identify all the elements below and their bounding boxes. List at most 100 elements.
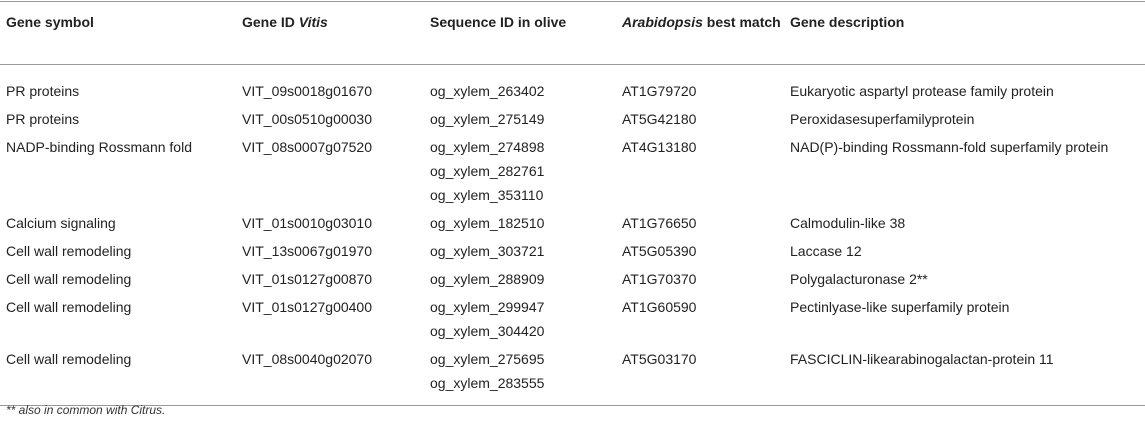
gene-description: Polygalacturonase 2**	[790, 271, 928, 287]
gene-description: NAD(P)-binding Rossmann-fold superfamily…	[790, 139, 1109, 155]
header-text: Gene symbol	[6, 14, 94, 30]
header-text: Vitis	[298, 14, 328, 30]
cell: og_xylem_182510	[430, 209, 622, 237]
gene-description: FASCICLIN-likearabinogalactan-protein 11	[790, 351, 1054, 367]
table-row: Cell wall remodeling VIT_01s0127g00870 og_…	[0, 265, 1145, 293]
cell: AT5G42180	[622, 105, 790, 133]
table-row: Cell wall remodeling VIT_08s0040g02070 og_…	[0, 345, 1145, 406]
best-match: AT4G13180	[622, 139, 697, 155]
gene-id: VIT_00s0510g00030	[242, 111, 372, 127]
cell: FASCICLIN-likearabinogalactan-protein 11	[790, 345, 1145, 406]
cell: AT5G03170	[622, 345, 790, 406]
cell: AT1G79720	[622, 65, 790, 106]
sequence-id: og_xylem_288909	[430, 271, 545, 287]
cell: AT5G05390	[622, 237, 790, 265]
cell: VIT_00s0510g00030	[242, 105, 430, 133]
cell: Laccase 12	[790, 237, 1145, 265]
header-text: Gene description	[790, 14, 905, 30]
cell: Eukaryotic aspartyl protease family prot…	[790, 65, 1145, 106]
cell: og_xylem_288909	[430, 265, 622, 293]
cell: AT1G60590	[622, 293, 790, 345]
footnote-text: ** also in common with	[6, 403, 131, 417]
cell: Calcium signaling	[0, 209, 242, 237]
header-text: Gene ID	[242, 14, 299, 30]
gene-symbol: PR proteins	[6, 83, 80, 99]
gene-id: VIT_01s0127g00400	[242, 299, 372, 315]
cell: og_xylem_299947 og_xylem_304420	[430, 293, 622, 345]
gene-description: Eukaryotic aspartyl protease family prot…	[790, 83, 1054, 99]
header-cell: Gene description	[790, 2, 1145, 65]
header-text: Arabidopsis	[622, 14, 703, 30]
header-text: best match	[702, 14, 781, 30]
gene-symbol: NADP-binding Rossmann fold	[6, 139, 192, 155]
footnote-text: Citrus	[130, 403, 163, 417]
footnote-text: .	[162, 403, 166, 417]
gene-description: Calmodulin-like 38	[790, 215, 906, 231]
sequence-id: og_xylem_282761	[430, 163, 545, 179]
best-match: AT1G70370	[622, 271, 697, 287]
cell: Pectinlyase-like superfamily protein	[790, 293, 1145, 345]
gene-description: Laccase 12	[790, 243, 862, 259]
gene-symbol: PR proteins	[6, 111, 80, 127]
cell: Peroxidasesuperfamilyprotein	[790, 105, 1145, 133]
gene-symbol: Cell wall remodeling	[6, 351, 132, 367]
gene-description: Pectinlyase-like superfamily protein	[790, 299, 1010, 315]
sequence-id: og_xylem_283555	[430, 375, 545, 391]
cell: NAD(P)-binding Rossmann-fold superfamily…	[790, 133, 1145, 209]
cell: AT1G70370	[622, 265, 790, 293]
cell: Cell wall remodeling	[0, 265, 242, 293]
cell: NADP-binding Rossmann fold	[0, 133, 242, 209]
table-row: NADP-binding Rossmann fold VIT_08s0007g07…	[0, 133, 1145, 209]
table-body: PR proteins VIT_09s0018g01670 og_xylem_263…	[0, 65, 1145, 406]
gene-id: VIT_13s0067g01970	[242, 243, 372, 259]
cell: og_xylem_303721	[430, 237, 622, 265]
cell: Cell wall remodeling	[0, 293, 242, 345]
sequence-id: og_xylem_274898	[430, 139, 545, 155]
header-cell: Gene symbol	[0, 2, 242, 65]
best-match: AT1G60590	[622, 299, 697, 315]
sequence-id: og_xylem_303721	[430, 243, 545, 259]
table-row: Calcium signaling VIT_01s0010g03010 og_xyl…	[0, 209, 1145, 237]
cell: Cell wall remodeling	[0, 345, 242, 406]
gene-id: VIT_01s0010g03010	[242, 215, 372, 231]
sequence-id: og_xylem_299947	[430, 299, 545, 315]
cell: VIT_13s0067g01970	[242, 237, 430, 265]
cell: Cell wall remodeling	[0, 237, 242, 265]
cell: VIT_01s0127g00870	[242, 265, 430, 293]
cell: Calmodulin-like 38	[790, 209, 1145, 237]
sequence-id: og_xylem_182510	[430, 215, 545, 231]
cell: VIT_09s0018g01670	[242, 65, 430, 106]
cell: og_xylem_275695 og_xylem_283555	[430, 345, 622, 406]
header-cell: Gene ID Vitis	[242, 2, 430, 65]
sequence-id: og_xylem_304420	[430, 323, 545, 339]
table-row: PR proteins VIT_00s0510g00030 og_xylem_275…	[0, 105, 1145, 133]
cell: PR proteins	[0, 105, 242, 133]
cell: VIT_01s0127g00400	[242, 293, 430, 345]
best-match: AT5G05390	[622, 243, 697, 259]
table-row: Cell wall remodeling VIT_01s0127g00400 og_…	[0, 293, 1145, 345]
gene-description: Peroxidasesuperfamilyprotein	[790, 111, 975, 127]
sequence-id: og_xylem_275695	[430, 351, 545, 367]
sequence-id: og_xylem_263402	[430, 83, 545, 99]
best-match: AT1G76650	[622, 215, 697, 231]
gene-symbol: Cell wall remodeling	[6, 243, 132, 259]
footnote: ** also in common with Citrus.	[6, 403, 165, 417]
cell: PR proteins	[0, 65, 242, 106]
data-table: Gene symbol Gene ID Vitis Sequence ID in o…	[0, 1, 1145, 406]
gene-id: VIT_01s0127g00870	[242, 271, 372, 287]
table-row: PR proteins VIT_09s0018g01670 og_xylem_263…	[0, 65, 1145, 106]
sequence-id: og_xylem_353110	[430, 187, 544, 203]
gene-symbol: Calcium signaling	[6, 215, 116, 231]
gene-id: VIT_09s0018g01670	[242, 83, 372, 99]
cell: VIT_01s0010g03010	[242, 209, 430, 237]
header-cell: Sequence ID in olive	[430, 2, 622, 65]
best-match: AT5G42180	[622, 111, 697, 127]
cell: AT1G76650	[622, 209, 790, 237]
header-text: Sequence ID in olive	[430, 14, 567, 30]
best-match: AT5G03170	[622, 351, 697, 367]
cell: AT4G13180	[622, 133, 790, 209]
gene-symbol: Cell wall remodeling	[6, 271, 132, 287]
gene-id: VIT_08s0007g07520	[242, 139, 372, 155]
table-header: Gene symbol Gene ID Vitis Sequence ID in o…	[0, 1, 1145, 65]
